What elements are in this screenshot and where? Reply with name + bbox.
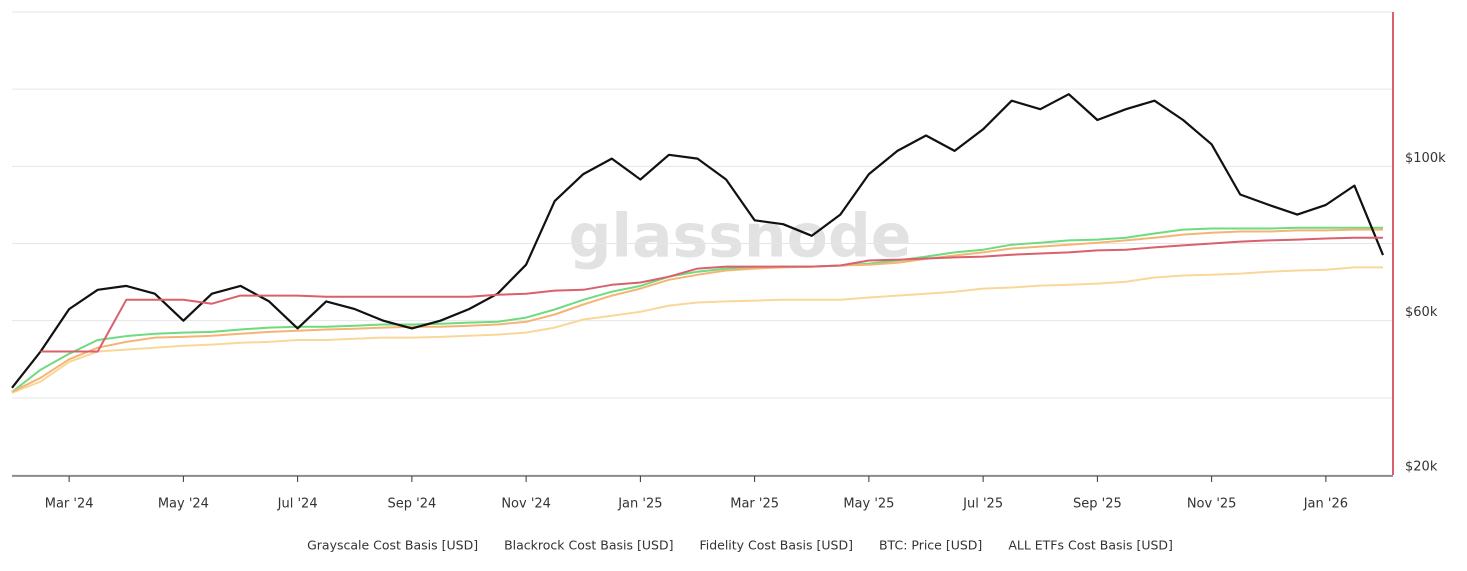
series-line <box>11 93 1385 389</box>
x-tick-label: Nov '24 <box>501 497 551 512</box>
y-tick-label: $100k <box>1405 151 1446 166</box>
y-tick-label: $60k <box>1405 305 1438 320</box>
x-tick-label: Jan '25 <box>617 497 662 512</box>
x-tick-label: Jul '25 <box>962 497 1003 512</box>
legend-item: BTC: Price [USD] <box>879 538 982 553</box>
series-line <box>11 226 1383 393</box>
x-tick-label: Jul '24 <box>277 497 318 512</box>
x-tick-label: Jan '26 <box>1303 497 1348 512</box>
x-tick-label: May '24 <box>158 497 209 512</box>
x-tick-label: Mar '25 <box>730 497 779 512</box>
x-tick-label: Mar '24 <box>45 497 94 512</box>
y-tick-label: $20k <box>1405 460 1438 475</box>
legend-item: Blackrock Cost Basis [USD] <box>504 538 673 553</box>
legend: Grayscale Cost Basis [USD] Blackrock Cost… <box>307 538 1173 553</box>
x-tick-label: Sep '25 <box>1073 497 1122 512</box>
x-tick-label: Sep '24 <box>388 497 437 512</box>
series-line <box>11 266 1383 394</box>
watermark: glassnode <box>568 202 911 272</box>
legend-item: ALL ETFs Cost Basis [USD] <box>1008 538 1173 553</box>
x-tick-label: May '25 <box>843 497 894 512</box>
x-tick-label: Nov '25 <box>1187 497 1237 512</box>
series-line <box>11 228 1383 393</box>
legend-item: Grayscale Cost Basis [USD] <box>307 538 478 553</box>
legend-item: Fidelity Cost Basis [USD] <box>699 538 853 553</box>
series-line <box>40 236 1383 353</box>
